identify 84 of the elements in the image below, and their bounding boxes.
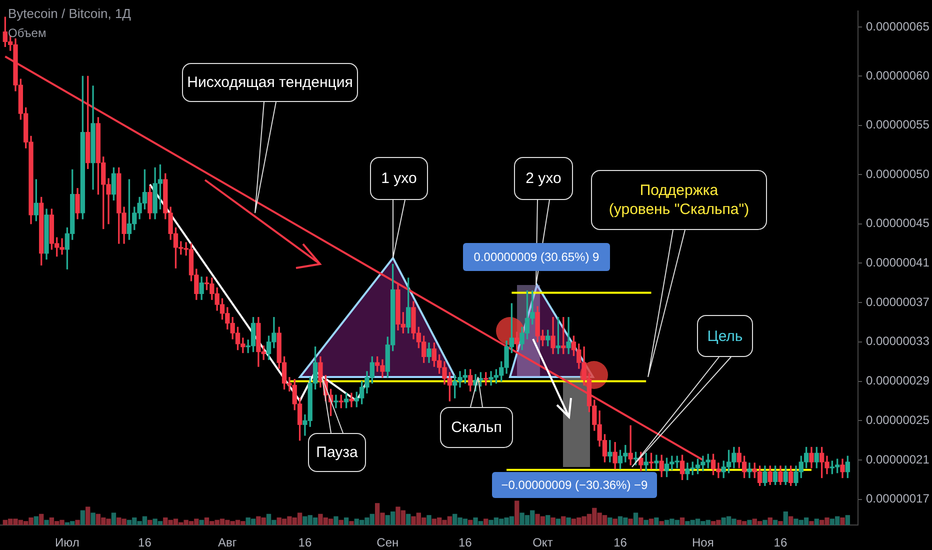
bar	[814, 518, 819, 525]
bar	[468, 520, 473, 525]
x-tick-label: 16	[458, 536, 472, 550]
bar	[633, 512, 638, 525]
bar	[561, 516, 566, 525]
bar	[654, 517, 659, 525]
bar	[550, 517, 556, 525]
bar	[768, 517, 772, 525]
y-tick-label: 0.00000041	[866, 255, 930, 270]
bar	[44, 520, 49, 525]
bar	[406, 514, 411, 525]
bar	[111, 512, 116, 525]
chart-title: Bytecoin / Bitcoin, 1Д	[8, 6, 131, 21]
bar	[514, 500, 520, 525]
text: Объем	[8, 26, 46, 40]
annotation: Нисходящая тенденция	[182, 63, 358, 102]
bar	[338, 520, 344, 525]
annotation: Цель	[697, 315, 753, 357]
bar	[762, 520, 768, 525]
bar	[608, 517, 612, 525]
y-tick-label: 0.00000037	[866, 294, 930, 309]
bar	[680, 517, 685, 525]
annotation: Скальп	[440, 407, 513, 448]
x-tick-label: Ноя	[692, 536, 714, 550]
bar	[484, 518, 488, 525]
bar	[199, 520, 204, 525]
bar	[747, 520, 752, 525]
y-tick-label: 0.00000025	[866, 412, 930, 427]
annotation: 1 ухо	[370, 157, 428, 200]
x-tick-label: 16	[774, 536, 788, 550]
bar	[34, 516, 39, 525]
bar	[638, 517, 644, 525]
candlestick	[334, 394, 338, 408]
bar	[86, 506, 90, 525]
bar	[659, 521, 664, 525]
bar	[840, 517, 845, 525]
x-tick-label: 16	[298, 536, 312, 550]
bar	[349, 521, 354, 525]
x-tick-label: Авг	[218, 536, 238, 550]
bar	[344, 517, 349, 525]
bar	[612, 518, 618, 525]
y-tick-label: 0.00000021	[866, 452, 930, 466]
bar	[80, 510, 86, 525]
annotation: Поддержка (уровень "Скальпа")	[591, 170, 767, 230]
candlestick	[654, 454, 659, 470]
y-tick-label: 0.00000033	[866, 334, 930, 348]
y-tick-label: 0.00000060	[866, 68, 930, 82]
bar	[556, 518, 561, 525]
x-tick-label: 16	[138, 536, 152, 550]
annotation: 2 ухо	[514, 157, 573, 200]
x-tick-label: Сен	[376, 536, 399, 550]
candlestick	[628, 425, 633, 466]
annotation: 0.00000009 (30.65%) 9	[463, 243, 610, 271]
y-tick-label: 0.00000055	[866, 118, 930, 132]
y-tick-label: 0.00000029	[866, 374, 930, 388]
bar	[809, 521, 814, 525]
bar	[628, 518, 633, 525]
x-tick-label: 16	[614, 536, 628, 550]
annotation: Пауза	[308, 433, 366, 472]
bar	[644, 520, 648, 525]
bar	[566, 517, 571, 525]
bar	[648, 518, 654, 525]
candlestick	[349, 392, 354, 408]
x-tick-label: Июл	[55, 536, 80, 550]
bar	[845, 515, 850, 525]
y-tick-label: 0.00000017	[866, 492, 930, 506]
bar	[546, 515, 550, 525]
candlestick	[566, 316, 571, 354]
bar	[426, 515, 432, 525]
bar	[778, 521, 783, 525]
annotation: −0.00000009 (−30.36%) −9	[492, 472, 657, 498]
bar	[772, 520, 778, 525]
y-tick-label: 0.00000065	[866, 19, 930, 34]
bar	[75, 520, 80, 525]
bar	[90, 512, 96, 525]
y-tick-label: 0.00000050	[866, 166, 930, 181]
y-tick-label: 0.00000045	[866, 216, 930, 230]
x-tick-label: Окт	[532, 536, 554, 550]
bar	[788, 516, 794, 525]
candlestick	[747, 462, 752, 478]
bar	[334, 516, 338, 525]
bar	[39, 514, 44, 525]
bar	[783, 511, 788, 525]
bar	[148, 520, 152, 525]
